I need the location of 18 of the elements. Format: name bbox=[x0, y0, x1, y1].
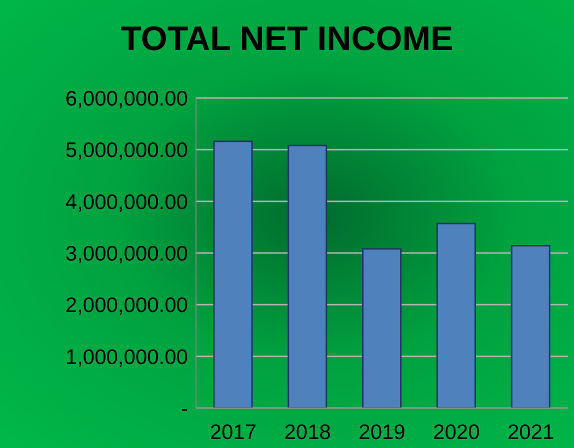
bar bbox=[436, 222, 476, 408]
x-tick-label: 2017 bbox=[210, 420, 257, 444]
x-tick-label: 2021 bbox=[507, 420, 554, 444]
bar bbox=[362, 248, 402, 408]
y-tick-label: 4,000,000.00 bbox=[65, 190, 188, 214]
chart-title: TOTAL NET INCOME bbox=[120, 20, 454, 59]
bar bbox=[510, 245, 550, 408]
bar bbox=[213, 140, 253, 408]
y-tick-label: 2,000,000.00 bbox=[65, 294, 188, 318]
x-tick-label: 2019 bbox=[358, 420, 406, 444]
y-tick-label: 6,000,000.00 bbox=[65, 87, 188, 110]
y-tick-label: 3,000,000.00 bbox=[65, 242, 188, 266]
bar bbox=[288, 144, 328, 408]
y-tick-label: - bbox=[181, 397, 188, 420]
y-tick-label: 5,000,000.00 bbox=[65, 139, 188, 162]
x-tick-label: 2020 bbox=[433, 420, 480, 444]
y-tick-label: 1,000,000.00 bbox=[65, 346, 188, 369]
x-tick-label: 2018 bbox=[284, 420, 331, 444]
